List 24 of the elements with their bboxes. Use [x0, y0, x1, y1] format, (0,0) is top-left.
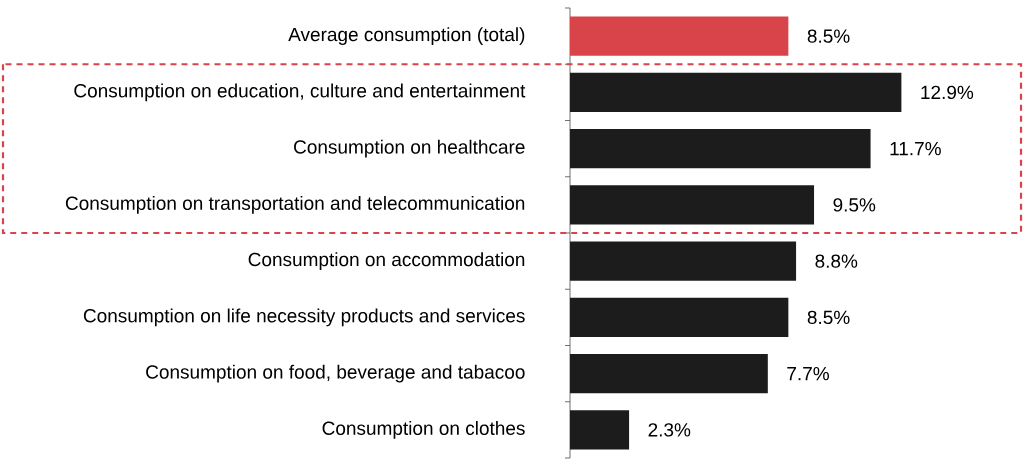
bar — [570, 185, 815, 225]
bar — [570, 241, 797, 281]
bar — [570, 410, 630, 450]
y-tick-label: Consumption on food, beverage and tabacoo — [146, 364, 525, 383]
bar — [570, 353, 768, 394]
bar — [570, 297, 789, 338]
y-tick-label: Consumption on life necessity products and services — [83, 308, 525, 327]
bar — [570, 128, 871, 169]
y-tick-label: Consumption on healthcare — [294, 139, 525, 158]
data-label: 8.5% — [807, 310, 850, 325]
y-tick-label: Average consumption (total) — [288, 27, 525, 45]
data-label: 8.8% — [815, 254, 858, 268]
data-label: 12.9% — [921, 85, 974, 100]
y-tick-label: Consumption on clothes — [322, 421, 525, 439]
data-label: 9.5% — [833, 198, 876, 212]
y-tick-label: Consumption on transportation and telecommunication — [65, 196, 525, 214]
bar — [570, 72, 902, 113]
y-tick-label: Consumption on education, culture and entertainment — [74, 83, 526, 102]
bar — [570, 16, 789, 56]
data-label: 7.7% — [787, 366, 829, 381]
data-label: 8.5% — [807, 29, 850, 43]
data-label: 11.7% — [890, 141, 941, 156]
y-tick-label: Consumption on accommodation — [248, 252, 525, 270]
data-label: 2.3% — [648, 423, 691, 437]
